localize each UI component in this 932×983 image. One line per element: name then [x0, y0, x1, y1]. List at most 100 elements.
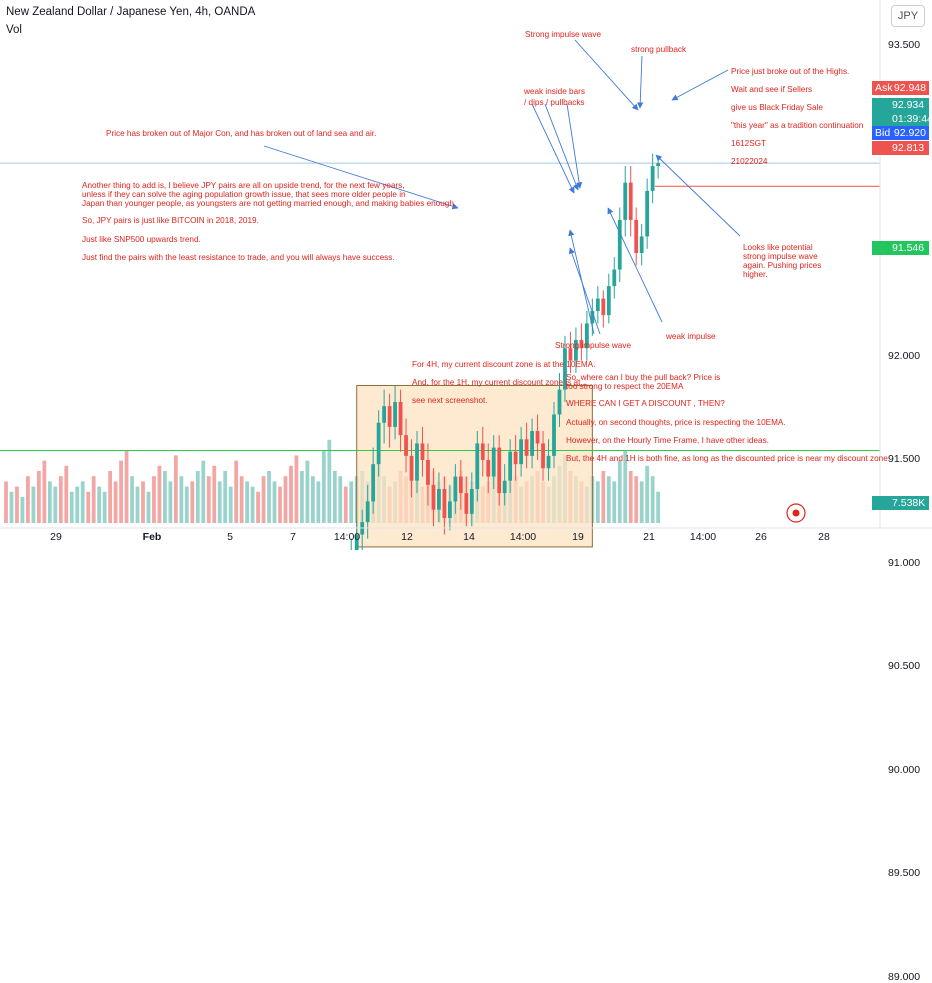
- candle-body: [639, 236, 644, 253]
- volume-bar: [135, 486, 140, 523]
- annotation-jpy-6: Just find the pairs with the least resis…: [82, 253, 395, 262]
- candle: [486, 443, 491, 494]
- annotation-jpy-2: unless if they can solve the aging popul…: [82, 190, 406, 199]
- candle-body: [535, 431, 540, 444]
- volume-bar: [108, 471, 113, 523]
- candle: [508, 439, 513, 494]
- volume-bar: [124, 450, 129, 523]
- replay-icon[interactable]: [786, 503, 806, 523]
- candle: [431, 468, 436, 527]
- volume-bar: [278, 486, 282, 523]
- volume-bar: [267, 471, 271, 523]
- volume-bar: [272, 481, 277, 523]
- y-tick-label: 91.500: [888, 453, 921, 465]
- candle-body: [497, 447, 502, 494]
- candle-body: [650, 166, 655, 191]
- annotation-impulse-top: Strong impulse wave: [525, 30, 601, 39]
- candle: [617, 207, 622, 282]
- volume-bar: [239, 476, 244, 523]
- volume-bar: [4, 481, 8, 523]
- candle: [480, 426, 485, 477]
- volume-bar: [152, 476, 156, 523]
- annotation-buy-1: So, where can I buy the pull back? Price…: [566, 373, 721, 391]
- candle-body: [447, 501, 452, 518]
- candle: [650, 153, 655, 204]
- candle: [645, 178, 650, 249]
- red-level: 92.813: [892, 142, 925, 154]
- annotation-highs-2: Wait and see if Sellers: [731, 85, 813, 94]
- annotation-jpy-1: Another thing to add is, I believe JPY p…: [82, 181, 405, 190]
- y-tick-label: 89.500: [888, 867, 921, 879]
- candle-body: [612, 269, 617, 287]
- ask-label: Ask: [875, 82, 893, 94]
- last-price: 92.934: [892, 99, 925, 111]
- volume-bar: [617, 460, 622, 523]
- volume-bar: [217, 481, 222, 523]
- candle: [535, 414, 540, 460]
- annotation-discount-1: For 4H, my current discount zone is at t…: [412, 360, 596, 369]
- annotation-major-con: Price has broken out of Major Con, and h…: [106, 129, 377, 138]
- candle-body: [530, 431, 534, 456]
- candle: [601, 290, 606, 328]
- annotation-arrow: [566, 103, 583, 189]
- annotation-highs-6: 21022024: [731, 157, 768, 166]
- x-tick-label: 21: [643, 531, 655, 543]
- volume-bar: [64, 465, 69, 523]
- candle: [590, 298, 595, 336]
- annotation-arrow: [574, 39, 639, 111]
- candle: [628, 166, 633, 237]
- candle-body: [431, 484, 436, 510]
- annotation-arrows: [263, 39, 741, 335]
- x-tick-label: Feb: [142, 531, 162, 543]
- volume-bar: [190, 481, 195, 523]
- candle-body: [606, 286, 611, 316]
- volume-bar: [343, 486, 348, 523]
- annotation-arrow: [655, 154, 741, 237]
- annotation-highs-5: 1612SGT: [731, 139, 767, 148]
- x-tick-label: 19: [572, 531, 584, 543]
- volume-bar: [305, 460, 310, 523]
- volume-bar: [223, 471, 228, 523]
- volume-bar: [26, 476, 30, 523]
- x-tick-label: 7: [290, 531, 296, 543]
- candle: [491, 435, 496, 489]
- candle: [557, 373, 562, 427]
- currency-button[interactable]: JPY: [891, 5, 925, 27]
- candle: [595, 286, 600, 324]
- candle-body: [382, 406, 387, 423]
- candle: [541, 431, 545, 481]
- volume-bar: [289, 465, 293, 523]
- candle: [382, 389, 387, 444]
- candle-body: [563, 348, 567, 390]
- annotation-buy-3: Actually, on second thoughts, price is r…: [566, 418, 786, 427]
- volume-bar: [47, 481, 52, 523]
- bid-price: 92.920: [893, 127, 926, 139]
- candle-body: [557, 389, 562, 415]
- volume-bar: [58, 476, 63, 523]
- annotation-arrow: [637, 55, 644, 109]
- volume-bar: [310, 476, 315, 523]
- volume-bar: [31, 486, 36, 523]
- candle-body: [376, 422, 381, 465]
- candle-body: [617, 219, 622, 270]
- candle: [475, 431, 480, 502]
- price-chart[interactable]: [0, 0, 932, 550]
- bid-label: Bid: [875, 127, 891, 139]
- countdown: 01:39:44: [892, 113, 932, 125]
- volume-bar: [80, 481, 85, 523]
- ask-badge: Ask 92.948: [872, 81, 929, 95]
- candle-body: [541, 443, 545, 469]
- candle: [426, 443, 430, 506]
- volume-bar: [634, 476, 639, 523]
- volume-bar: [300, 471, 304, 523]
- candle-body: [475, 443, 480, 489]
- volume-bar: [15, 486, 19, 523]
- annotation-arrow: [607, 207, 663, 323]
- consolidation-box: [356, 384, 593, 548]
- annotation-highs-3: give us Black Friday Sale: [731, 103, 823, 112]
- volume-bar: [201, 460, 206, 523]
- candle-body: [387, 406, 392, 427]
- candle: [371, 447, 376, 514]
- x-tick-label: 14:00: [509, 531, 537, 543]
- candle: [420, 426, 425, 477]
